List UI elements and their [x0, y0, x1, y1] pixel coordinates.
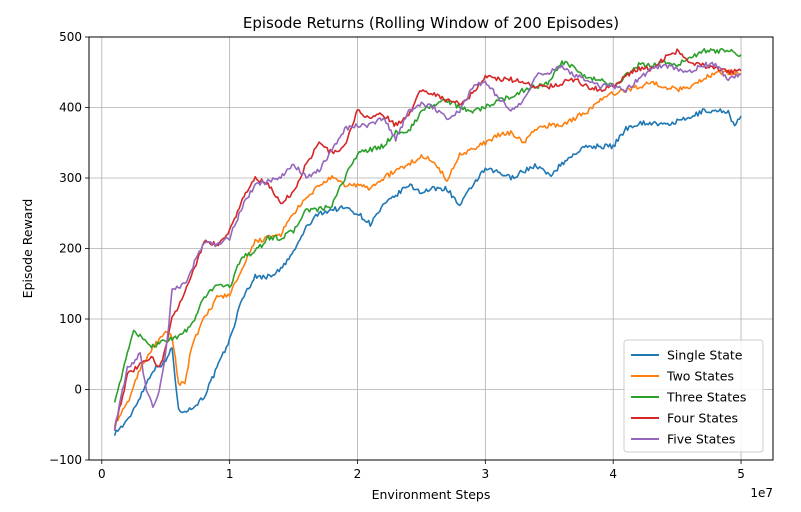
y-axis-label: Episode Reward — [20, 199, 35, 299]
y-tick-label: −100 — [49, 453, 82, 467]
x-tick-label: 1 — [226, 467, 234, 481]
series-line-two-states — [113, 69, 742, 428]
x-tick-label: 4 — [609, 467, 617, 481]
x-tick-label: 0 — [98, 467, 106, 481]
x-axis-multiplier: 1e7 — [750, 486, 773, 500]
series-layer — [113, 47, 742, 436]
legend-entry-label: Five States — [667, 432, 735, 447]
y-tick-label: 0 — [74, 383, 82, 397]
x-axis: 0 1 2 3 4 5 — [98, 460, 745, 481]
y-tick-label: 500 — [59, 30, 82, 44]
legend: Single State Two States Three States Four S… — [623, 339, 764, 453]
legend-entry-label: Single State — [667, 348, 743, 363]
series-line-single-state — [113, 108, 742, 436]
y-axis: −100 0 100 200 300 400 500 — [49, 30, 89, 467]
y-tick-label: 300 — [59, 171, 82, 185]
x-tick-label: 3 — [482, 467, 490, 481]
series-line-three-states — [113, 47, 742, 403]
legend-entry-label: Four States — [667, 411, 738, 426]
chart-title: Episode Returns (Rolling Window of 200 E… — [243, 14, 619, 32]
legend-entry-label: Two States — [666, 369, 734, 384]
series-line-five-states — [113, 61, 742, 431]
x-tick-label: 5 — [737, 467, 745, 481]
x-tick-label: 2 — [354, 467, 362, 481]
legend-entry-label: Three States — [666, 390, 746, 405]
y-tick-label: 200 — [59, 242, 82, 256]
legend-box — [623, 339, 764, 453]
y-tick-label: 400 — [59, 101, 82, 115]
y-tick-label: 100 — [59, 312, 82, 326]
x-axis-label: Environment Steps — [372, 487, 491, 502]
